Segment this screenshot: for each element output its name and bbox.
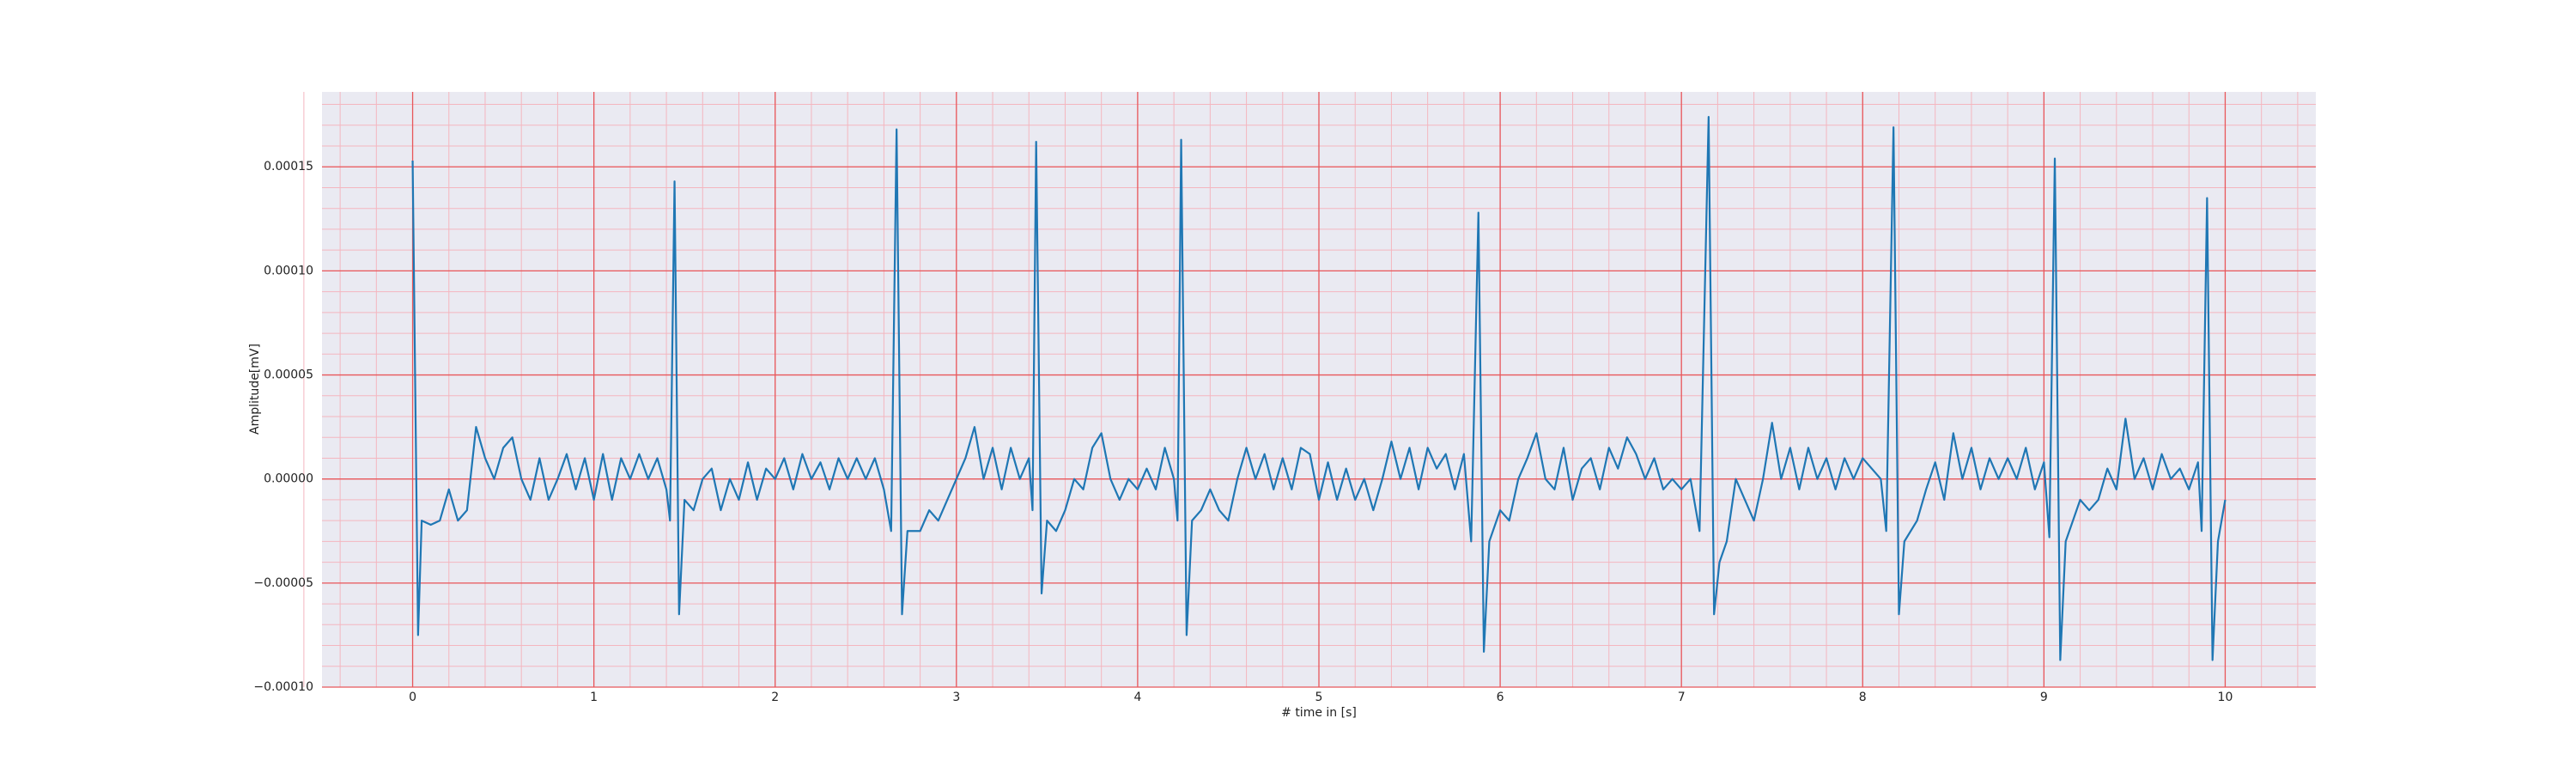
x-tick-label: 1 [590,691,598,704]
x-tick-label: 10 [2218,691,2233,704]
x-tick-label: 6 [1497,691,1504,704]
x-tick-label: 0 [409,691,416,704]
x-tick-label: 5 [1315,691,1323,704]
y-tick-label: −0.00010 [253,680,313,694]
x-tick-label: 4 [1133,691,1141,704]
x-tick-label: 3 [952,691,960,704]
y-axis-label: Amplitude[mV] [248,344,262,435]
y-tick-label: 0.00015 [264,160,313,173]
x-tick-label: 7 [1678,691,1686,704]
y-tick-label: −0.00005 [253,576,313,590]
x-axis-label: # time in [s] [1281,706,1357,720]
y-tick-label: 0.00010 [264,264,313,277]
y-tick-label: 0.00005 [264,368,313,382]
x-tick-label: 8 [1859,691,1867,704]
y-tick-label: 0.00000 [264,472,313,486]
x-tick-label: 2 [771,691,779,704]
x-tick-label: 9 [2040,691,2048,704]
line-series [411,115,2227,661]
